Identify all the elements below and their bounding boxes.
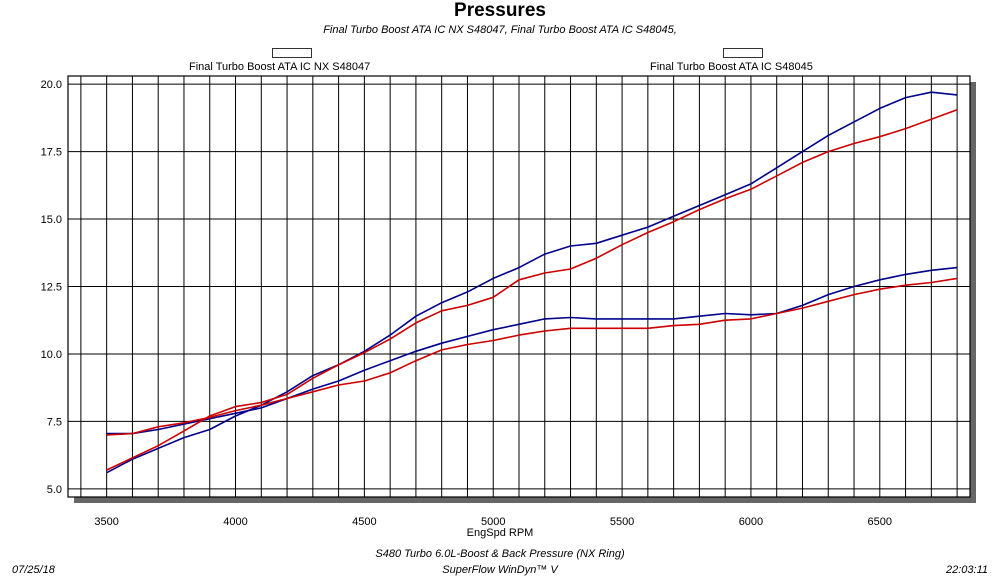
- series-line-3: [106, 108, 958, 471]
- footer-software: SuperFlow WinDyn™ V: [442, 564, 558, 576]
- series-line-4: [106, 277, 958, 436]
- y-tick-label: 17.5: [41, 147, 62, 159]
- legend-swatch-nx: [272, 48, 312, 58]
- plot-border: [67, 75, 971, 498]
- y-tick-label: 12.5: [41, 282, 62, 294]
- chart-subtitle: Final Turbo Boost ATA IC NX S48047, Fina…: [323, 24, 677, 36]
- x-tick-label: 4000: [223, 516, 247, 528]
- y-tick-label: 15.0: [41, 214, 62, 226]
- x-tick-label: 5000: [481, 516, 505, 528]
- footer-time: 22:03:11: [945, 564, 988, 576]
- x-tick-label: 3500: [94, 516, 118, 528]
- footer-description: S480 Turbo 6.0L-Boost & Back Pressure (N…: [375, 548, 625, 560]
- legend-label-ic: Final Turbo Boost ATA IC S48045: [650, 61, 813, 73]
- legend-label-nx: Final Turbo Boost ATA IC NX S48047: [189, 61, 371, 73]
- x-tick-label: 5500: [610, 516, 634, 528]
- footer-date: 07/25/18: [12, 564, 55, 576]
- y-tick-label: 5.0: [47, 484, 62, 496]
- chart-title: Pressures: [454, 0, 546, 21]
- legend-swatch-ic: [723, 48, 763, 58]
- y-tick-label: 10.0: [41, 349, 62, 361]
- series-line-2: [106, 266, 958, 435]
- x-tick-label: 4500: [352, 516, 376, 528]
- x-tick-label: 6000: [739, 516, 763, 528]
- y-tick-label: 20.0: [41, 79, 62, 91]
- x-tick-label: 6500: [868, 516, 892, 528]
- x-axis-label: EngSpd RPM: [466, 527, 534, 539]
- y-tick-label: 7.5: [47, 416, 62, 428]
